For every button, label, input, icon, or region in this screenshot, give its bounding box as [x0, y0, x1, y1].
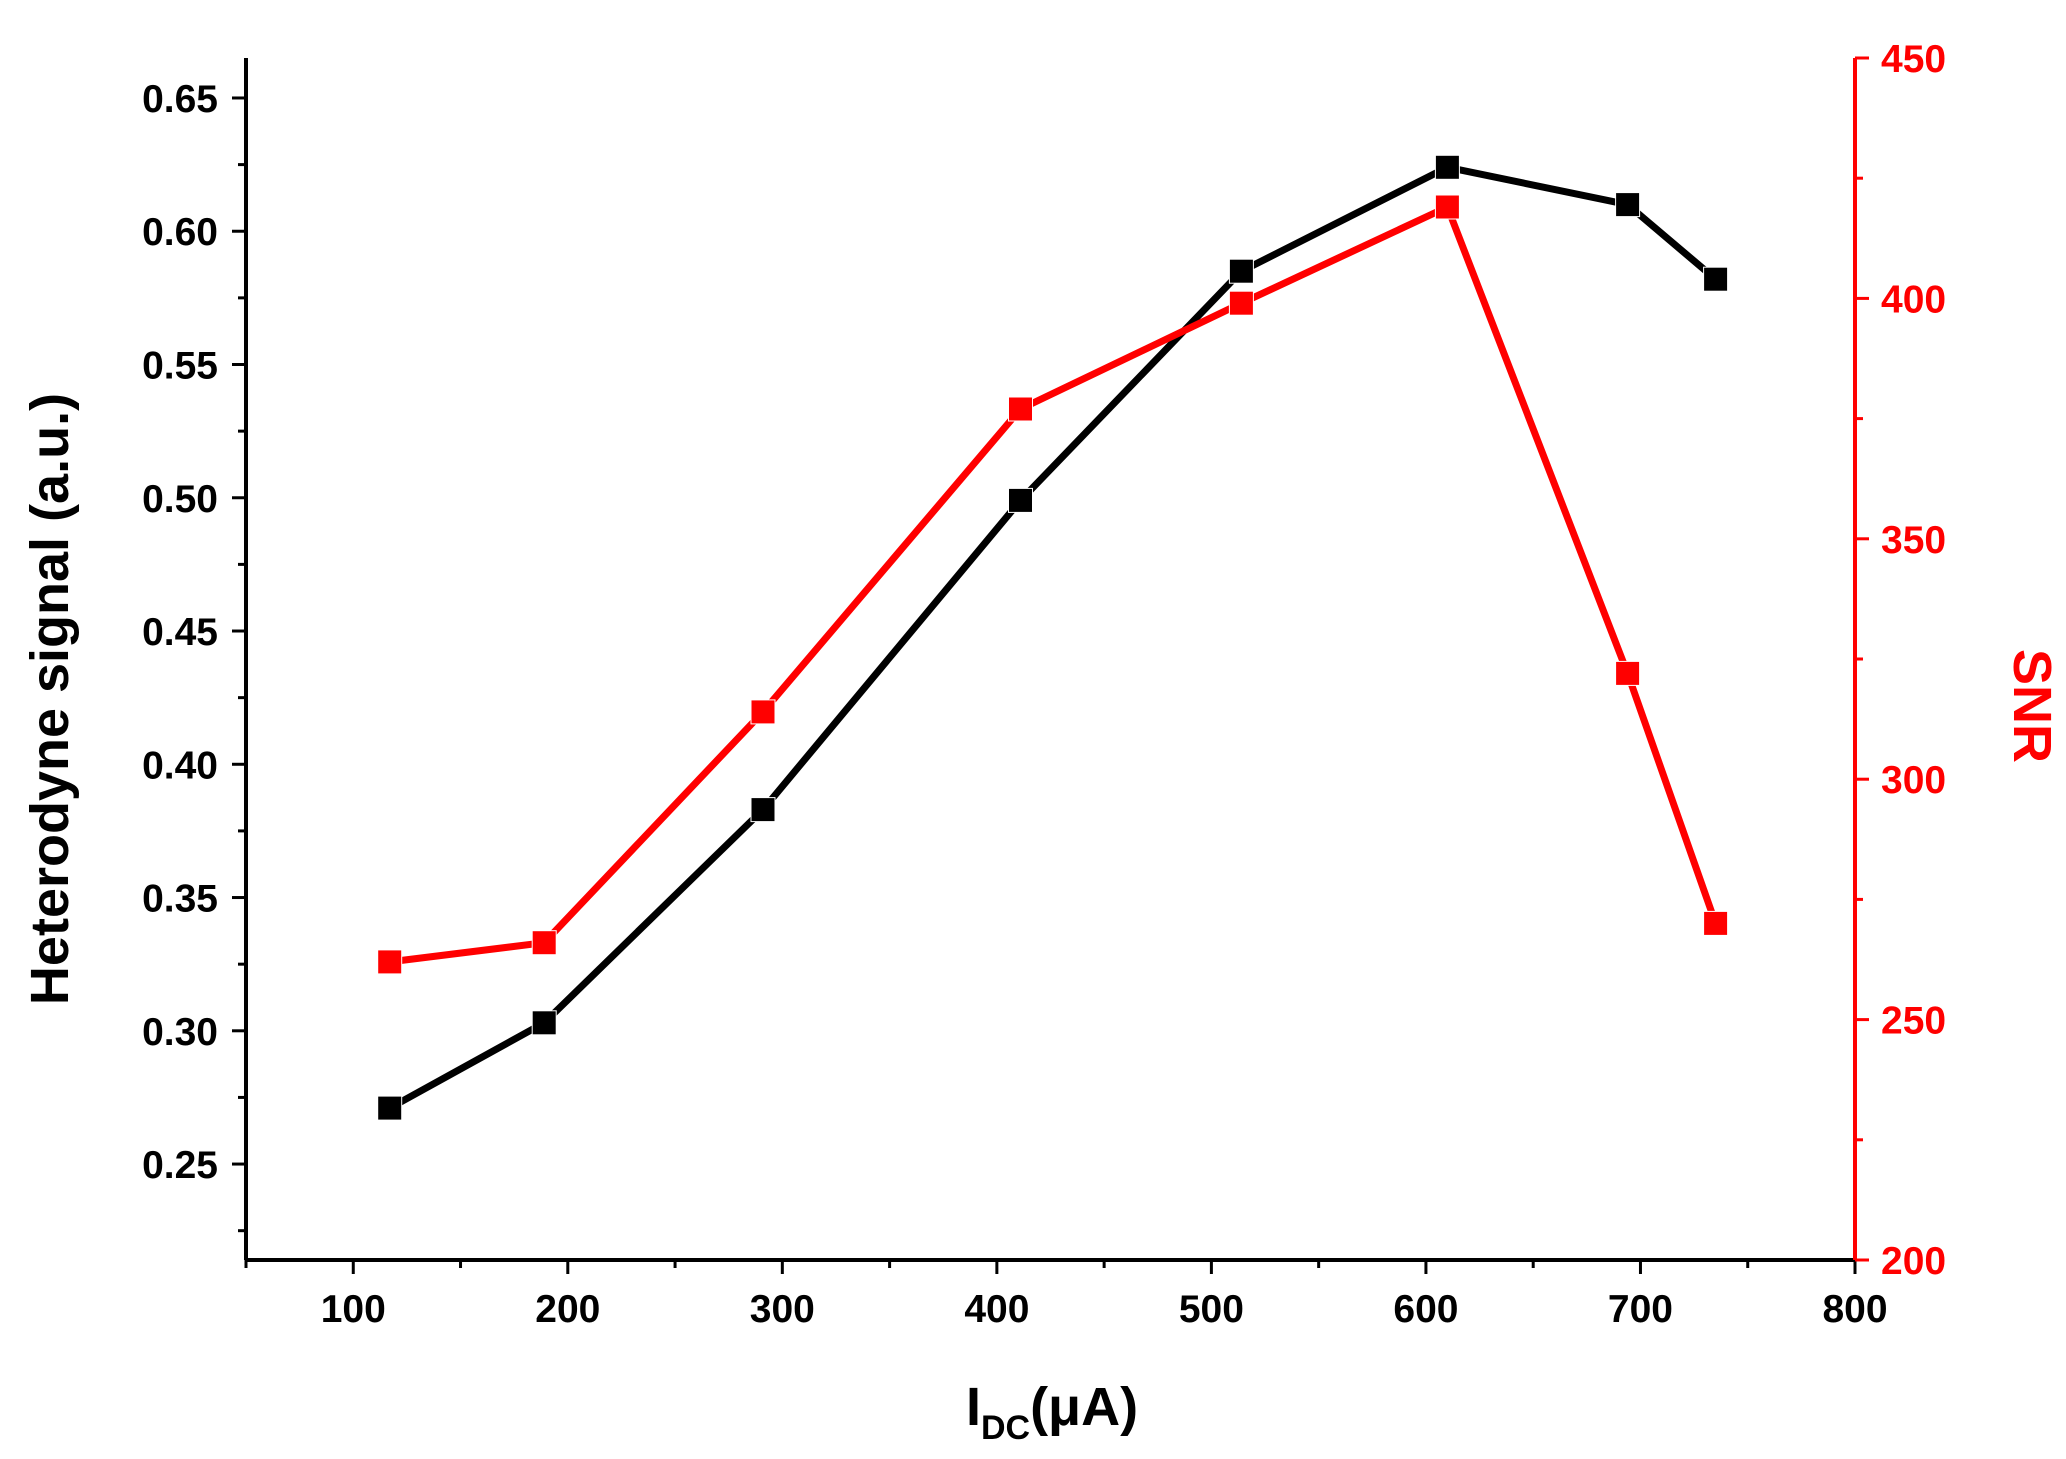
x-tick-label: 400 — [964, 1288, 1029, 1331]
y2-tick-label: 350 — [1881, 519, 1946, 562]
y-tick-label: 0.55 — [142, 344, 218, 387]
x-tick-label: 300 — [750, 1288, 815, 1331]
axes — [232, 56, 1869, 1274]
data-point-right-axis — [1228, 290, 1254, 316]
x-tick-label: 800 — [1822, 1288, 1887, 1331]
data-point-left-axis — [1615, 192, 1641, 218]
data-point-right-axis — [377, 949, 403, 975]
x-axis-title-subscript: DC — [981, 1409, 1030, 1447]
data-point-right-axis — [1703, 910, 1729, 936]
x-tick-label: 500 — [1179, 1288, 1244, 1331]
y-tick-label: 0.60 — [142, 211, 218, 254]
x-axis-title-main: I — [966, 1377, 981, 1437]
x-tick-label: 200 — [535, 1288, 600, 1331]
x-tick-label: 100 — [321, 1288, 386, 1331]
y-tick-label: 0.25 — [142, 1144, 218, 1187]
data-point-left-axis — [531, 1010, 557, 1036]
y-tick-label: 0.65 — [142, 78, 218, 121]
data-point-left-axis — [1434, 154, 1460, 180]
y2-tick-label: 400 — [1881, 278, 1946, 321]
data-point-left-axis — [377, 1095, 403, 1121]
y-tick-label: 0.30 — [142, 1011, 218, 1054]
series-line-left-axis — [388, 163, 1718, 1112]
y-tick-label: 0.35 — [142, 878, 218, 921]
y-tick-label: 0.45 — [142, 611, 218, 654]
x-axis-title: IDC(μA) — [966, 1377, 1138, 1447]
data-point-left-axis — [1008, 487, 1033, 513]
y-tick-label: 0.40 — [142, 744, 218, 787]
data-point-right-axis — [1008, 396, 1033, 422]
data-point-right-axis — [750, 699, 776, 725]
series-line-right-axis — [389, 203, 1719, 966]
data-point-left-axis — [1703, 266, 1729, 292]
y2-tick-label: 200 — [1881, 1240, 1946, 1283]
x-axis-title-unit: (μA) — [1030, 1377, 1138, 1437]
data-point-right-axis — [1615, 660, 1641, 686]
x-tick-label: 600 — [1393, 1288, 1458, 1331]
y-axis-title: Heterodyne signal (a.u.) — [20, 393, 80, 1005]
y2-tick-label: 450 — [1881, 38, 1946, 81]
data-point-left-axis — [1228, 258, 1254, 284]
y2-tick-label: 300 — [1881, 759, 1946, 802]
x-tick-label: 700 — [1608, 1288, 1673, 1331]
y2-tick-label: 250 — [1881, 1000, 1946, 1043]
series-right-axis — [377, 194, 1729, 975]
y2-axis-title: SNR — [2002, 649, 2062, 763]
data-point-right-axis — [1434, 194, 1460, 220]
series-left-axis — [377, 154, 1729, 1121]
data-point-left-axis — [750, 797, 776, 823]
data-point-right-axis — [531, 930, 557, 956]
y-tick-label: 0.50 — [142, 478, 218, 521]
series-layer — [377, 154, 1729, 1121]
tick-labels: 100 200 300 400 500 600 700 800 0.25 0.30 0.35 0.40… — [142, 38, 1946, 1331]
